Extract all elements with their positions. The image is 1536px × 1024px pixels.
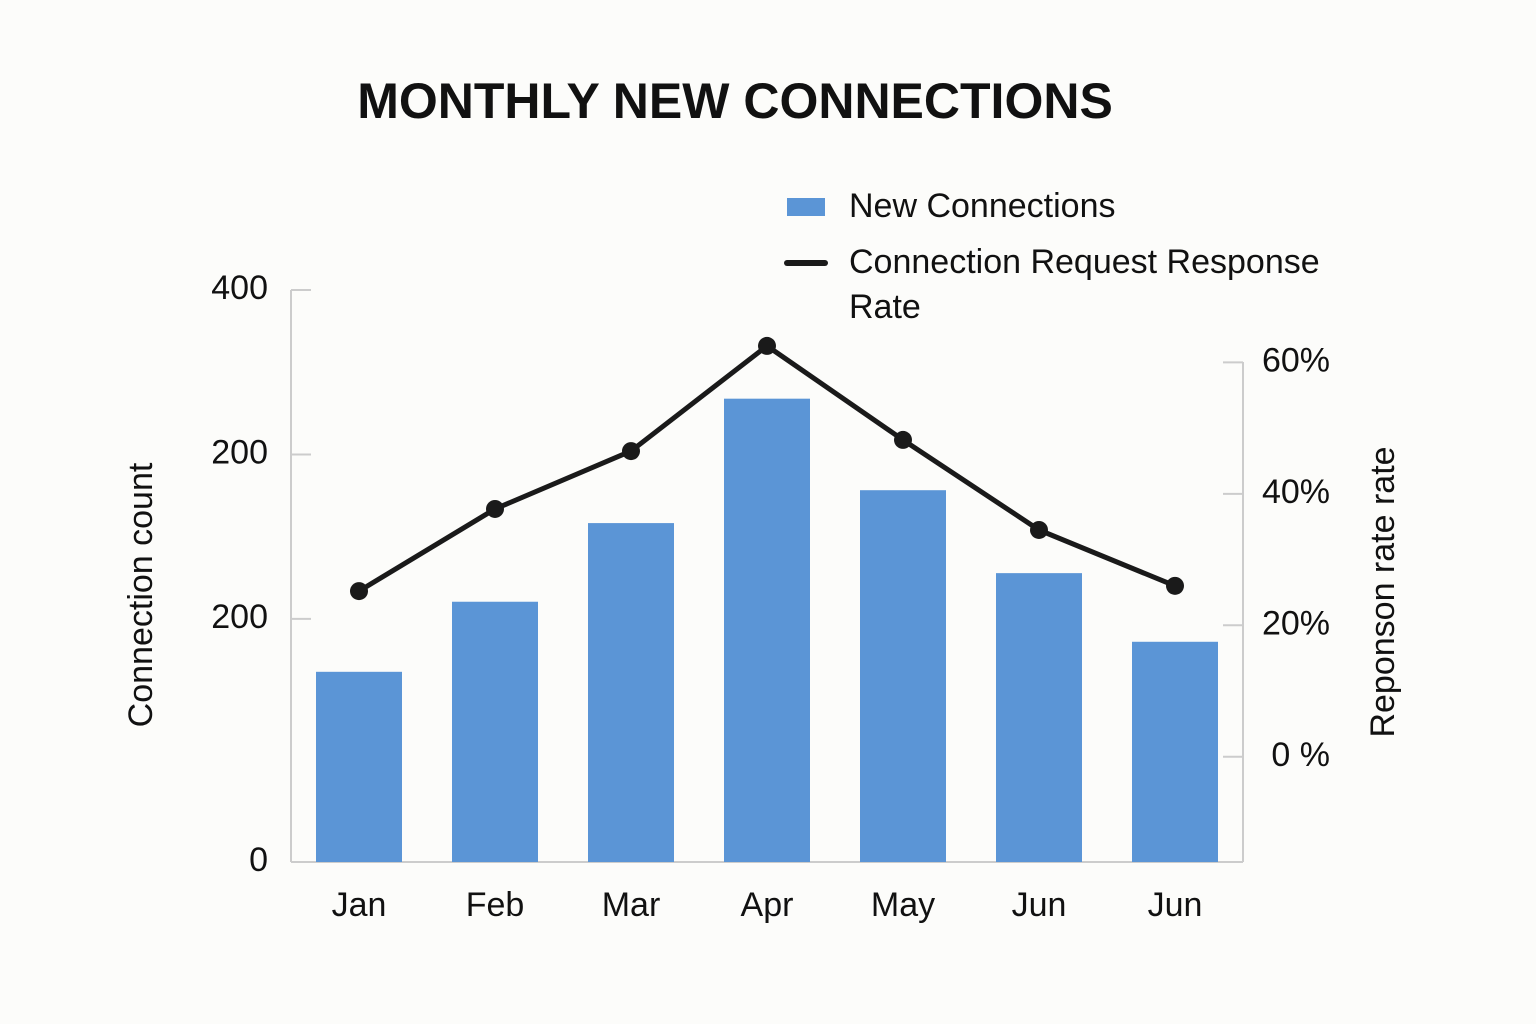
x-tick-label: Jan xyxy=(332,886,387,924)
y-tick-label: 200 xyxy=(211,598,268,636)
bar xyxy=(452,601,538,862)
legend-swatch xyxy=(787,198,825,216)
bar xyxy=(996,573,1082,862)
bar xyxy=(588,523,674,862)
y2-axis-title: Reponson rate rate xyxy=(1364,446,1402,737)
line-point xyxy=(486,499,504,518)
y2-tick-label: 0 % xyxy=(1271,736,1330,774)
y-axis-title: Connection count xyxy=(122,462,160,727)
line-point xyxy=(894,430,912,449)
bar xyxy=(316,671,402,862)
y-tick-label: 200 xyxy=(211,433,268,471)
legend-label: Connection Request Response Rate xyxy=(849,243,1320,326)
legend-entry: New Connections xyxy=(849,187,1116,225)
legend-label: New Connections xyxy=(849,187,1116,225)
x-tick-label: Apr xyxy=(741,886,794,924)
x-tick-label: May xyxy=(871,886,935,924)
bar xyxy=(724,398,810,862)
bar xyxy=(1132,641,1218,862)
chart-title: MONTHLY NEW CONNECTIONS xyxy=(357,73,1113,129)
line-point xyxy=(622,442,640,461)
bar xyxy=(860,490,946,862)
y2-tick-label: 20% xyxy=(1262,604,1330,642)
y-tick-label: 0 xyxy=(249,841,268,879)
y-tick-label: 400 xyxy=(211,269,268,307)
line-point xyxy=(350,582,368,601)
x-tick-label: Feb xyxy=(466,886,525,924)
y2-tick-label: 40% xyxy=(1262,473,1330,511)
x-tick-label: Jun xyxy=(1148,886,1203,924)
line-point xyxy=(1166,576,1184,595)
y2-tick-label: 60% xyxy=(1262,341,1330,379)
x-tick-label: Jun xyxy=(1012,886,1067,924)
x-tick-label: Mar xyxy=(602,886,661,924)
legend-entry: Connection Request Response Rate xyxy=(849,243,1320,326)
line-point xyxy=(758,336,776,355)
line-point xyxy=(1030,520,1048,539)
